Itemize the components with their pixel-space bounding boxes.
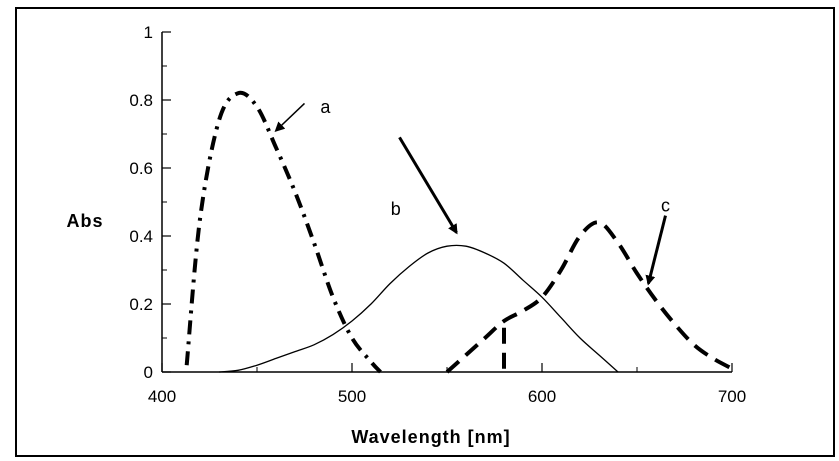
series-line-b — [218, 244, 619, 373]
y-tick-label: 0.8 — [129, 91, 153, 110]
chart-frame — [15, 7, 835, 457]
y-tick-label: 0.4 — [129, 227, 153, 246]
y-tick-label: 0 — [144, 363, 153, 382]
arrow-c — [645, 215, 667, 286]
series-line-c — [445, 220, 733, 374]
curve-label-c: c — [661, 195, 670, 215]
y-axis-title: Abs — [66, 211, 103, 231]
ticks: 400 500 600 700 0 0.2 0.4 0.6 0.8 1 — [129, 23, 746, 406]
x-axis-title: Wavelength [nm] — [351, 427, 510, 447]
x-tick-label: 500 — [338, 387, 366, 406]
y-tick-label: 0.6 — [129, 159, 153, 178]
x-tick-label: 700 — [718, 387, 746, 406]
curve-label-a: a — [320, 97, 331, 117]
annotation-layer: a b c — [274, 97, 670, 286]
series-layer — [184, 90, 733, 374]
x-tick-label: 400 — [148, 387, 176, 406]
curve-label-b: b — [391, 199, 401, 219]
series-line-a — [184, 90, 382, 374]
axes — [161, 32, 732, 373]
y-tick-label: 0.2 — [129, 295, 153, 314]
arrow-a — [274, 102, 306, 132]
x-tick-label: 600 — [528, 387, 556, 406]
y-tick-label: 1 — [144, 23, 153, 42]
arrow-b — [398, 136, 458, 235]
